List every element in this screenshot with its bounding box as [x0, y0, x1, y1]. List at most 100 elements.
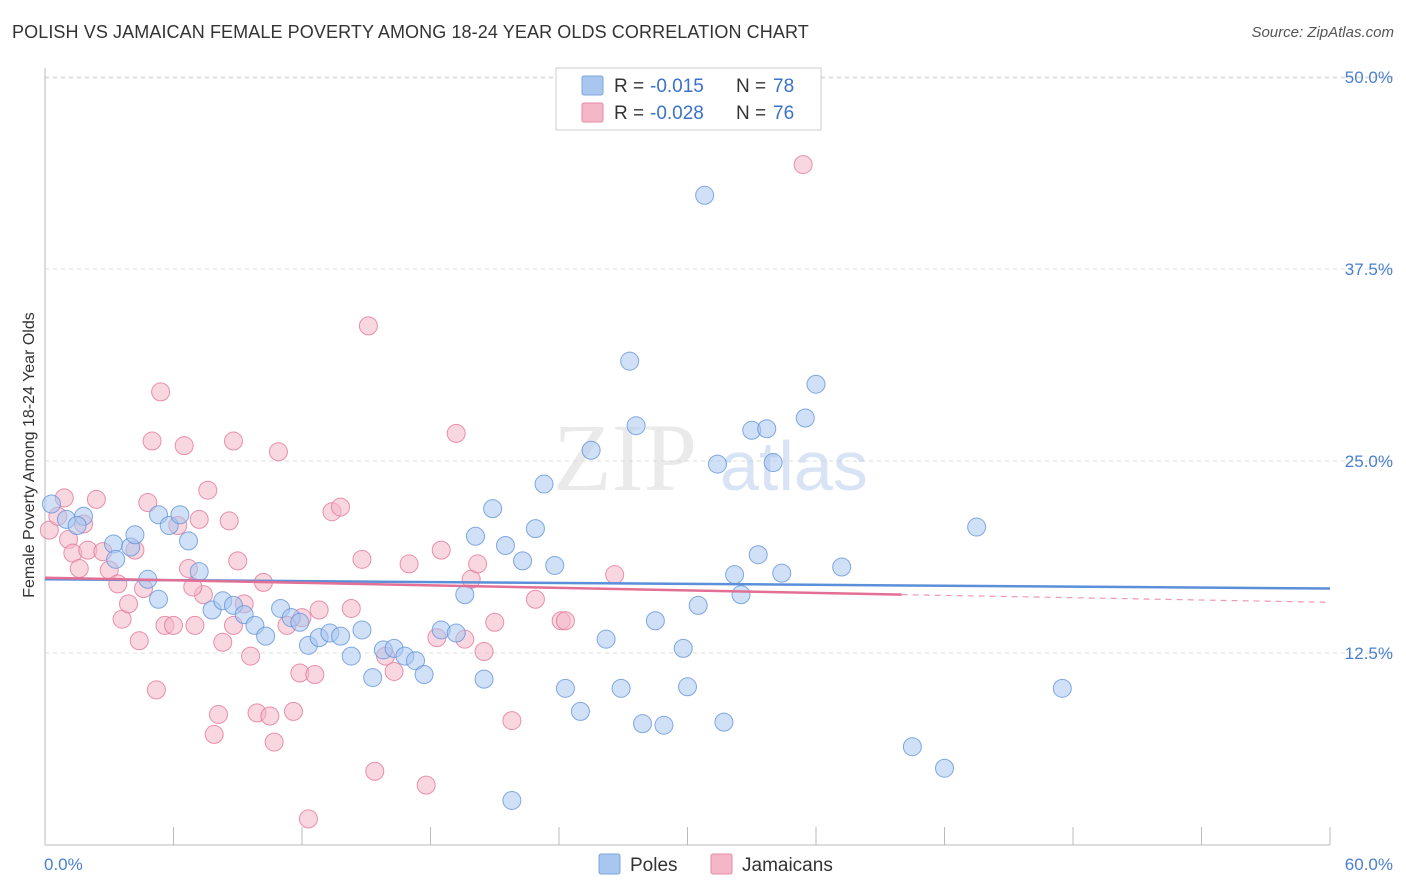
trend-line-jamaicans [44, 576, 902, 596]
point-poles [695, 185, 715, 205]
point-poles [149, 589, 169, 609]
watermark-atlas: atlas [720, 427, 868, 505]
point-jamaicans [142, 431, 162, 451]
point-poles [581, 440, 601, 460]
point-jamaicans [309, 600, 329, 620]
gridlines [45, 76, 1395, 654]
point-jamaicans [331, 497, 351, 517]
point-poles [772, 563, 792, 583]
point-poles [673, 638, 693, 658]
point-poles [256, 626, 276, 646]
trend-lines [44, 576, 1331, 603]
y-tick-label: 50.0% [1345, 68, 1393, 87]
x-tick-labels: 0.0% 60.0% [44, 855, 1393, 874]
legend-label-poles: Poles [630, 855, 678, 876]
point-jamaicans [151, 382, 171, 402]
legend-swatch-jamaicans [710, 853, 733, 875]
point-jamaicans [525, 589, 545, 609]
point-poles [626, 416, 646, 436]
point-poles [725, 565, 745, 585]
point-poles [806, 374, 826, 394]
point-jamaicans [223, 431, 243, 451]
point-jamaicans [365, 761, 385, 781]
point-jamaicans [431, 540, 451, 560]
point-poles [902, 737, 922, 757]
point-poles [41, 494, 61, 514]
point-poles [688, 595, 708, 615]
point-jamaicans [341, 598, 361, 618]
point-jamaicans [86, 489, 106, 509]
point-poles [620, 351, 640, 371]
point-jamaicans [399, 554, 419, 574]
point-poles [795, 408, 815, 428]
point-poles [707, 454, 727, 474]
y-tick-labels: 12.5% 25.0% 37.5% 50.0% [1345, 68, 1393, 663]
point-jamaicans [164, 615, 183, 635]
legend-r-value: -0.015 [650, 76, 704, 97]
point-poles [611, 678, 631, 698]
legend-bottom: Poles Jamaicans [598, 853, 833, 876]
point-poles [534, 474, 554, 494]
legend-n-label: N = [736, 103, 766, 124]
legend-r-value: -0.028 [650, 103, 704, 124]
point-poles [170, 505, 190, 525]
axes [44, 68, 1331, 846]
point-jamaicans [298, 809, 318, 829]
point-poles [1052, 678, 1072, 698]
point-jamaicans [138, 492, 158, 512]
point-poles [731, 585, 751, 605]
point-poles [502, 790, 522, 810]
point-jamaicans [416, 775, 436, 795]
point-poles [763, 453, 783, 473]
point-poles [678, 677, 697, 697]
point-poles [446, 623, 466, 643]
y-axis-label: Female Poverty Among 18-24 Year Olds [21, 312, 38, 598]
point-jamaicans [474, 641, 494, 661]
legend-n-value: 76 [773, 103, 794, 124]
legend-n-label: N = [736, 76, 766, 97]
point-poles [545, 555, 565, 575]
point-jamaicans [39, 520, 59, 540]
point-poles [352, 620, 372, 640]
point-poles [290, 612, 310, 632]
point-poles [633, 714, 653, 734]
point-poles [757, 419, 777, 439]
y-tick-label: 37.5% [1345, 260, 1393, 279]
source-label: Source: ZipAtlas.com [1251, 24, 1394, 41]
y-tick-label: 12.5% [1345, 644, 1393, 663]
point-poles [570, 701, 590, 721]
point-jamaicans [384, 661, 404, 681]
point-jamaicans [358, 316, 378, 336]
point-jamaicans [241, 646, 261, 666]
point-jamaicans [446, 423, 466, 443]
point-poles [341, 646, 361, 666]
series-poles [41, 185, 1072, 810]
point-jamaicans [129, 631, 149, 651]
point-poles [967, 517, 987, 537]
legend-r-label: R = [614, 103, 644, 124]
point-poles [465, 526, 485, 546]
watermark-zip: ZIP [553, 404, 697, 511]
point-poles [178, 531, 198, 551]
point-jamaicans [468, 554, 488, 574]
point-jamaicans [189, 509, 209, 529]
point-jamaicans [208, 704, 228, 724]
point-poles [67, 516, 87, 536]
point-jamaicans [69, 559, 89, 579]
point-jamaicans [283, 701, 303, 721]
legend-top: R = -0.015 N = 78 R = -0.028 N = 76 [555, 67, 822, 131]
legend-n-value: 78 [773, 76, 794, 97]
legend-r-label: R = [614, 76, 644, 97]
point-poles [555, 678, 575, 698]
point-jamaicans [119, 594, 139, 614]
point-poles [495, 535, 515, 555]
point-poles [714, 712, 734, 732]
point-jamaicans [219, 511, 239, 531]
point-poles [125, 525, 145, 545]
legend-swatch-poles [598, 853, 621, 875]
point-poles [455, 585, 475, 605]
point-jamaicans [174, 436, 194, 456]
x-tick-label: 0.0% [44, 855, 83, 874]
legend-swatch-jamaicans [581, 102, 604, 123]
